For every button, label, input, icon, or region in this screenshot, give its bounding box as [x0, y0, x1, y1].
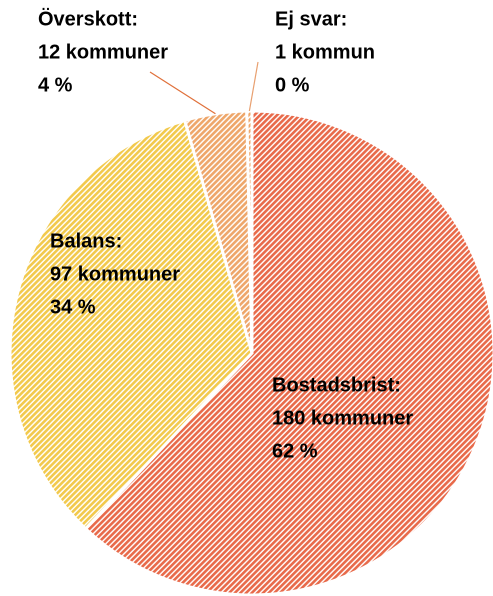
slice-label: Överskott:: [38, 7, 138, 30]
slice-value-label: 180 kommuner: [272, 407, 413, 429]
slice-percent-label: 34 %: [50, 296, 96, 318]
leader-line: [248, 61, 259, 112]
slice-label: Balans:: [50, 230, 122, 252]
slice-percent-label: 4 %: [38, 74, 73, 96]
slice-value-label: 12 kommuner: [38, 41, 168, 63]
pie-slice: [245, 109, 254, 354]
pie-slice: [83, 109, 493, 596]
slice-value-label: 97 kommuner: [50, 263, 180, 285]
slice-percent-label: 0 %: [275, 74, 310, 96]
leader-line: [149, 71, 216, 115]
slice-label: Bostadsbrist:: [272, 374, 401, 396]
pie-slice: [8, 118, 254, 531]
slice-label: Ej svar:: [275, 8, 347, 30]
slice-percent-label: 62 %: [272, 440, 318, 462]
slice-value-label: 1 kommun: [275, 41, 375, 63]
